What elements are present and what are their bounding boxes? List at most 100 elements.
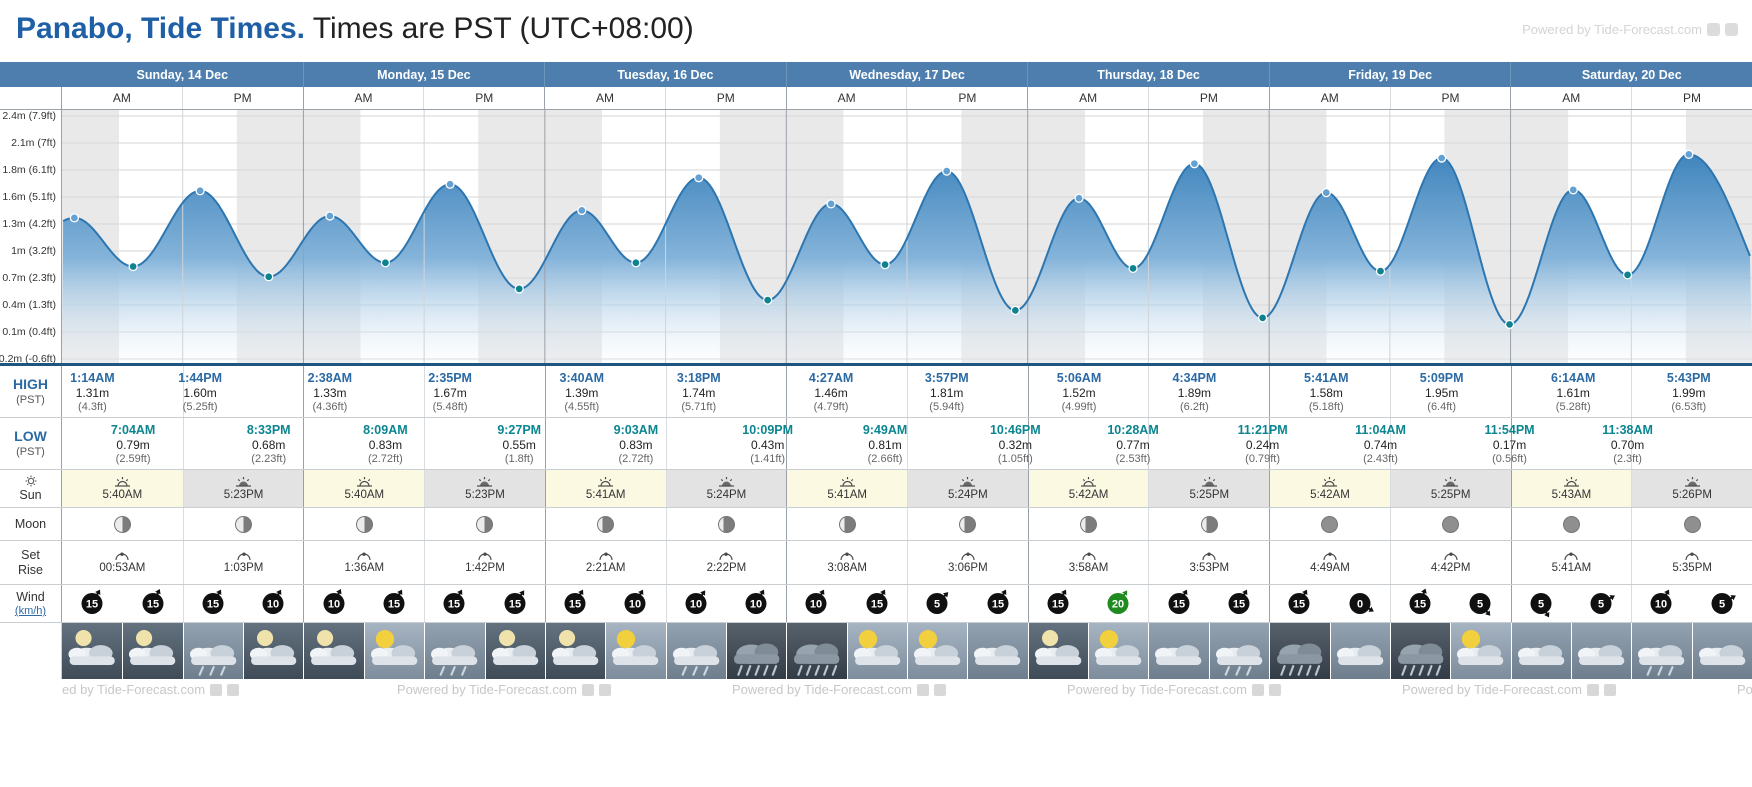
half-day-cell	[424, 418, 545, 469]
half-day-cell	[665, 585, 787, 622]
weather-icon-rain	[672, 645, 719, 676]
weather-tile	[1088, 623, 1149, 679]
tide-chart-area	[62, 110, 1752, 363]
day-header-cell: Friday, 19 Dec	[1268, 62, 1511, 87]
tide-height-m: 0.83m	[619, 438, 653, 453]
tide-time: 3:57PM	[924, 371, 969, 385]
half-day-cell	[303, 585, 424, 622]
moonset-cell: 1:36AM	[303, 541, 424, 584]
half-day-grid	[62, 366, 1752, 417]
weather-icon-moon-cloud	[250, 630, 297, 665]
moon-phase-icon	[1321, 515, 1339, 533]
high-tide-entry: 5:09PM 1.95m (6.4ft)	[1420, 371, 1464, 414]
tide-height-m: 0.24m	[1245, 438, 1280, 453]
moonset-time: 2:21AM	[585, 561, 626, 574]
moon-phase-icon	[717, 515, 735, 533]
sunset-cell: 5:23PM	[182, 470, 304, 507]
weather-icon-cloud	[1336, 645, 1383, 665]
tide-height-m: 0.32m	[998, 438, 1033, 453]
tide-height-ft: (2.59ft)	[115, 452, 151, 465]
tide-time: 9:49AM	[862, 423, 908, 437]
high-tide-entry: 2:38AM 1.33m (4.36ft)	[308, 371, 352, 414]
watermark-app-icon	[1707, 23, 1720, 36]
footer-watermark-text: Powered by Tide-Forecast.com	[1402, 682, 1582, 697]
moonrise-cell: 4:42PM	[1389, 541, 1511, 584]
moonrise-time: 2:22PM	[706, 561, 747, 574]
moon-cell	[907, 508, 1028, 540]
sunset-time: 5:26PM	[1672, 488, 1712, 501]
svg-text:5: 5	[1477, 599, 1483, 611]
tide-height-m: 0.81m	[868, 438, 902, 453]
high-tide-entry: 5:06AM 1.52m (4.99ft)	[1057, 371, 1101, 414]
svg-text:10: 10	[810, 599, 822, 611]
half-day-cell	[1389, 366, 1511, 417]
tide-height-m: 0.17m	[1492, 438, 1527, 453]
svg-text:10: 10	[1655, 599, 1667, 611]
watermark-app-icon	[210, 683, 223, 696]
sunrise-time: 5:41AM	[585, 488, 626, 501]
axis-tick-label: 2.1m (7ft)	[11, 137, 56, 149]
moonrise-icon	[1685, 552, 1699, 560]
half-day-cell	[1269, 418, 1390, 469]
weather-icon-rain	[431, 645, 478, 676]
wind-row-label-cell: Wind (km/h)	[0, 585, 62, 622]
ampm-corner	[0, 87, 62, 109]
sunrise-time: 5:43AM	[1551, 488, 1592, 501]
tide-time: 8:09AM	[363, 423, 408, 437]
moonrise-cell: 3:53PM	[1148, 541, 1269, 584]
weather-tile	[544, 623, 606, 679]
powered-by-watermark[interactable]: Powered by Tide-Forecast.com	[1522, 22, 1738, 37]
high-tide-entry: 1:44PM 1.60m (5.25ft)	[178, 371, 222, 414]
moon-cell	[303, 508, 424, 540]
tide-time: 11:54PM	[1484, 423, 1535, 437]
half-day-cell	[424, 585, 545, 622]
tide-time: 9:27PM	[497, 423, 542, 437]
weather-icon-storm	[794, 643, 840, 676]
weather-tile	[1570, 623, 1632, 679]
tide-height-ft: (0.56ft)	[1492, 452, 1527, 465]
half-day-cell	[303, 418, 424, 469]
ampm-label: AM	[112, 91, 131, 105]
tide-height-m: 1.81m	[930, 386, 964, 401]
tide-height-ft: (6.4ft)	[1427, 400, 1457, 413]
moonrise-time: 3:06PM	[948, 561, 988, 574]
moonset-icon	[599, 552, 613, 560]
weather-tile	[1389, 623, 1451, 679]
weather-icon-rain	[189, 645, 236, 676]
svg-text:10: 10	[690, 599, 702, 611]
page-title: Panabo, Tide Times. Times are PST (UTC+0…	[16, 12, 694, 46]
tide-height-m: 1.46m	[814, 386, 848, 401]
sunset-cell: 5:24PM	[907, 470, 1028, 507]
moon-phase-icon	[1683, 515, 1701, 533]
weather-tile	[484, 623, 545, 679]
weather-tile	[424, 623, 485, 679]
tide-height-m: 0.83m	[368, 438, 403, 453]
svg-text:5: 5	[1538, 599, 1544, 611]
sunrise-icon	[1563, 476, 1579, 487]
footer-watermark: Powered by Tide-Forecast.com	[1067, 682, 1281, 697]
wind-row: Wind (km/h) 15 15 15 10 10 15 15 15 15 10 10 10 10 15…	[0, 585, 1752, 623]
tide-height-m: 1.58m	[1309, 386, 1343, 401]
sunrise-time: 5:40AM	[102, 488, 143, 501]
weather-tile	[62, 623, 123, 679]
half-day-cell	[1631, 366, 1752, 417]
wind-unit-link[interactable]: (km/h)	[14, 605, 47, 618]
ampm-label: AM	[1027, 87, 1148, 109]
low-tide-entry: 8:09AM 0.83m (2.72ft)	[363, 423, 407, 466]
table-corner	[0, 62, 62, 87]
wind-badge: 15	[1043, 587, 1073, 620]
tide-height-m: 1.39m	[565, 386, 599, 401]
weather-icon-sun-cloud	[612, 630, 659, 665]
half-day-cell	[1027, 418, 1149, 469]
moonset-cell: 3:08AM	[786, 541, 907, 584]
tide-height-ft: (4.79ft)	[813, 400, 849, 413]
moon-cell	[1631, 508, 1752, 540]
wind-badge: 5	[1526, 587, 1556, 620]
footer-watermark-text: ed by Tide-Forecast.com	[62, 682, 206, 697]
moon-cell	[1510, 508, 1632, 540]
tide-time: 5:43PM	[1666, 371, 1711, 385]
tide-height-ft: (2.3ft)	[1613, 452, 1642, 465]
tide-height-m: 1.74m	[682, 386, 716, 401]
moon-row-label: Moon	[14, 516, 47, 531]
high-row-timezone: (PST)	[16, 393, 45, 406]
